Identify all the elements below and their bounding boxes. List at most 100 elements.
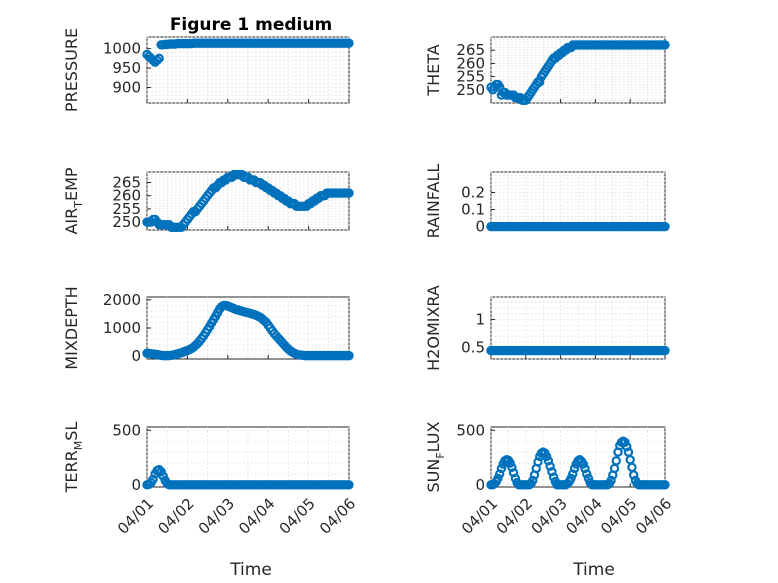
y-tick-label: 1000 [103,40,141,58]
x-tick-label: 04/01 [458,495,501,538]
y-tick-label: 500 [112,421,141,439]
y-tick-label: 1 [475,311,485,329]
data-point [533,457,543,467]
data-point [569,463,580,474]
series-markers [142,169,354,233]
x-tick-label: 04/01 [114,495,157,538]
data-point [660,221,670,232]
data-point [543,456,554,466]
y-axis-label-tail: SL [62,422,81,441]
y-tick-label: 0.5 [461,339,485,357]
data-point [528,475,538,486]
y-tick-label: 0 [131,476,141,494]
data-point [505,458,515,468]
y-tick-label: 255 [112,200,141,218]
y-tick-label: 0 [475,476,485,494]
data-point [606,475,616,486]
x-tick-label: 04/03 [528,495,571,538]
x-axis-label-left: Time [229,560,272,580]
figure-title: Figure 1 medium [170,15,332,35]
data-point [344,350,354,361]
data-point [493,473,503,483]
data-point [620,437,630,447]
x-tick-label: 04/02 [493,495,536,538]
x-axis-label-right: Time [572,560,615,580]
x-tick-label: 04/06 [316,495,359,538]
x-tick-label: 04/04 [562,495,605,538]
y-axis-label-subscript: T [72,201,85,209]
data-point [535,77,545,87]
data-point [344,38,354,48]
data-point [566,473,576,483]
x-tick-label: 04/05 [276,495,319,538]
y-axis-label-subscript: M [72,441,85,451]
y-tick-label: 0.1 [461,201,485,219]
data-point [507,462,517,473]
data-point [578,459,588,469]
y-axis-label: THETA [424,44,443,96]
x-tick-label: 04/04 [235,495,278,538]
y-tick-label: 0 [131,347,141,365]
data-point [154,53,164,64]
y-axis-label: AIRTEMP [62,167,85,234]
y-tick-label: 250 [456,81,485,99]
y-tick-label: 260 [112,187,141,205]
y-axis-label: PRESSURE [62,28,81,112]
y-axis-label: SUNFLUX [424,421,447,492]
data-point [541,451,552,462]
y-axis-label-tail: EMP [62,167,81,201]
x-tick-label: 04/05 [597,495,640,538]
data-point [628,470,639,480]
y-axis-label-tail: LUX [424,421,443,452]
series-markers [486,436,670,490]
data-point [344,480,354,490]
x-tick-label: 04/02 [154,495,197,538]
y-axis-label-main: TERR [62,450,81,493]
y-tick-label: 2000 [103,291,141,309]
subplot-rainfall: 00.10.2 RAINFALL [424,164,670,238]
y-axis-label-main: AIR [62,208,81,235]
x-tick-label: 04/06 [632,495,675,538]
series-markers [142,464,354,490]
data-point [152,55,162,65]
y-tick-label: 0.2 [461,183,485,201]
data-point [622,441,632,452]
y-tick-label: 265 [456,41,485,59]
data-point [660,480,670,490]
y-tick-label: 265 [112,174,141,192]
y-axis-label-main: SUN [424,459,443,493]
series-markers [486,221,670,232]
series-markers [142,38,354,67]
series-markers [486,345,670,356]
data-point [548,472,559,482]
y-tick-label: 900 [112,78,141,96]
y-tick-label: 260 [456,54,485,72]
x-tick-label: 04/03 [195,495,238,538]
y-tick-label: 1000 [103,319,141,337]
y-axis-label: MIXDEPTH [62,286,81,369]
series-markers [486,40,670,106]
data-point [582,469,592,479]
subplot-h2omixra: 0.5 1 H2OMIXRA [424,285,670,371]
data-point [545,461,555,471]
data-point [660,345,670,356]
data-point [580,463,590,474]
series-markers [142,300,354,361]
data-point [495,469,505,479]
data-point [660,40,670,50]
data-point [344,188,354,198]
data-point [508,468,519,478]
y-axis-label-subscript: F [434,452,447,458]
data-point [611,456,621,466]
y-tick-label: 250 [112,213,141,231]
y-tick-label: 0 [475,218,485,236]
y-axis-label: TERRMSL [62,422,85,494]
data-point [496,463,507,474]
y-tick-label: 255 [456,68,485,86]
